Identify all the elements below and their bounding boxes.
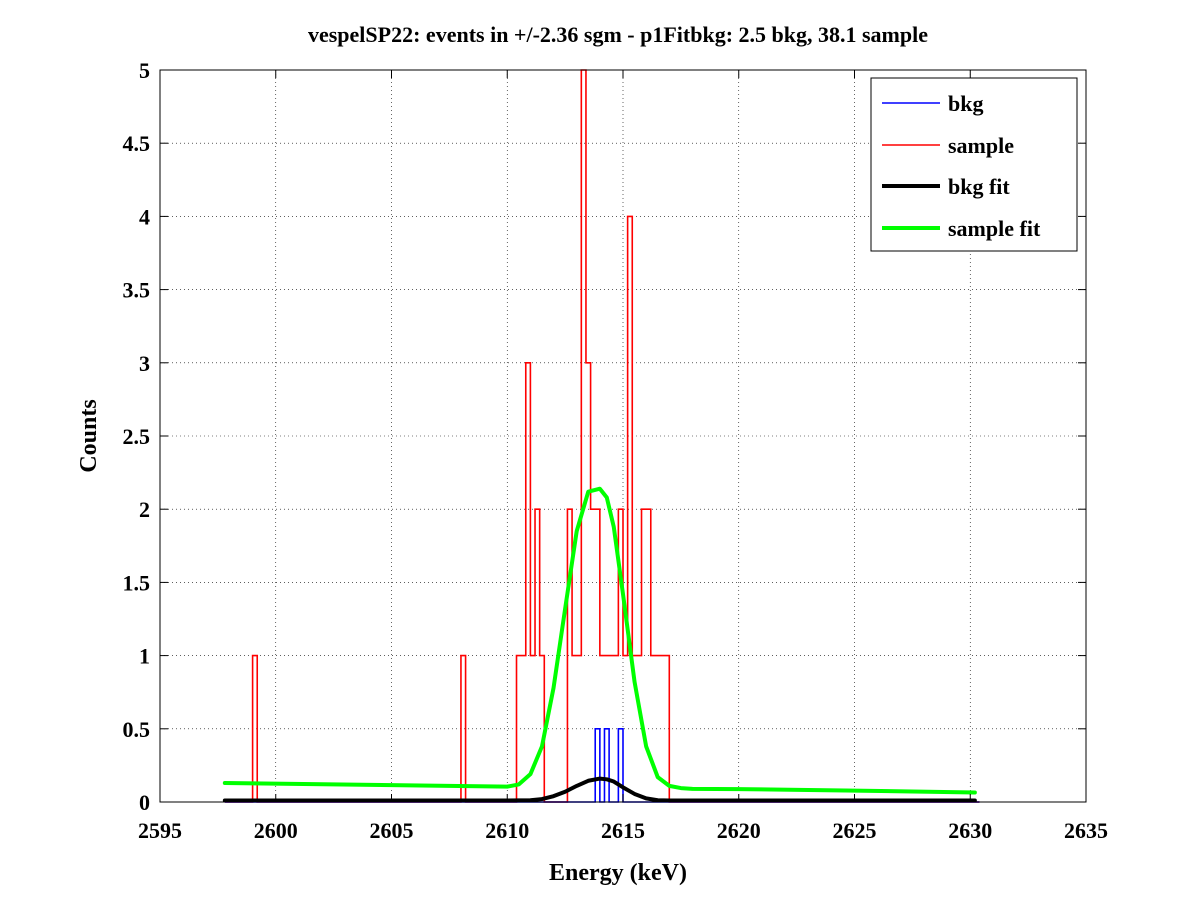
x-tick-label: 2625: [833, 818, 877, 843]
y-tick-label: 3: [139, 351, 150, 376]
y-tick-label: 4: [139, 204, 150, 229]
x-tick-label: 2630: [948, 818, 992, 843]
y-tick-label: 5: [139, 58, 150, 83]
x-tick-label: 2635: [1064, 818, 1108, 843]
y-tick-label: 1.5: [123, 570, 151, 595]
legend: bkg sample bkg fit sample fit: [870, 77, 1078, 252]
x-tick-label: 2620: [717, 818, 761, 843]
x-tick-label: 2605: [370, 818, 414, 843]
x-axis-title: Energy (keV): [549, 860, 687, 886]
legend-label-bkg-fit: bkg fit: [948, 174, 1010, 199]
y-tick-label: 1: [139, 644, 150, 669]
legend-label-bkg: bkg: [948, 91, 983, 116]
y-tick-label: 4.5: [123, 131, 151, 156]
x-tick-label: 2610: [485, 818, 529, 843]
x-tick-label: 2615: [601, 818, 645, 843]
x-tick-label: 2600: [254, 818, 298, 843]
legend-box: [870, 77, 1078, 252]
x-tick-label: 2595: [138, 818, 182, 843]
y-tick-label: 0: [139, 790, 150, 815]
y-tick-label: 2: [139, 497, 150, 522]
y-tick-label: 2.5: [123, 424, 151, 449]
y-tick-label: 3.5: [123, 278, 151, 303]
legend-label-sample: sample: [948, 133, 1014, 158]
legend-label-sample-fit: sample fit: [948, 216, 1041, 241]
series-sample-fit-line: [222, 486, 977, 795]
y-axis-title: Counts: [76, 399, 102, 472]
series-bkg-fit-line: [222, 776, 977, 803]
chart-title: vespelSP22: events in +/-2.36 sgm - p1Fi…: [308, 22, 928, 47]
y-tick-label: 0.5: [123, 717, 151, 742]
axis-ticks: [159, 69, 1087, 803]
tick-labels: 2595 2600 2605 2610 2615 2620 2625 2630 2635 0 0.5…: [123, 58, 1109, 843]
